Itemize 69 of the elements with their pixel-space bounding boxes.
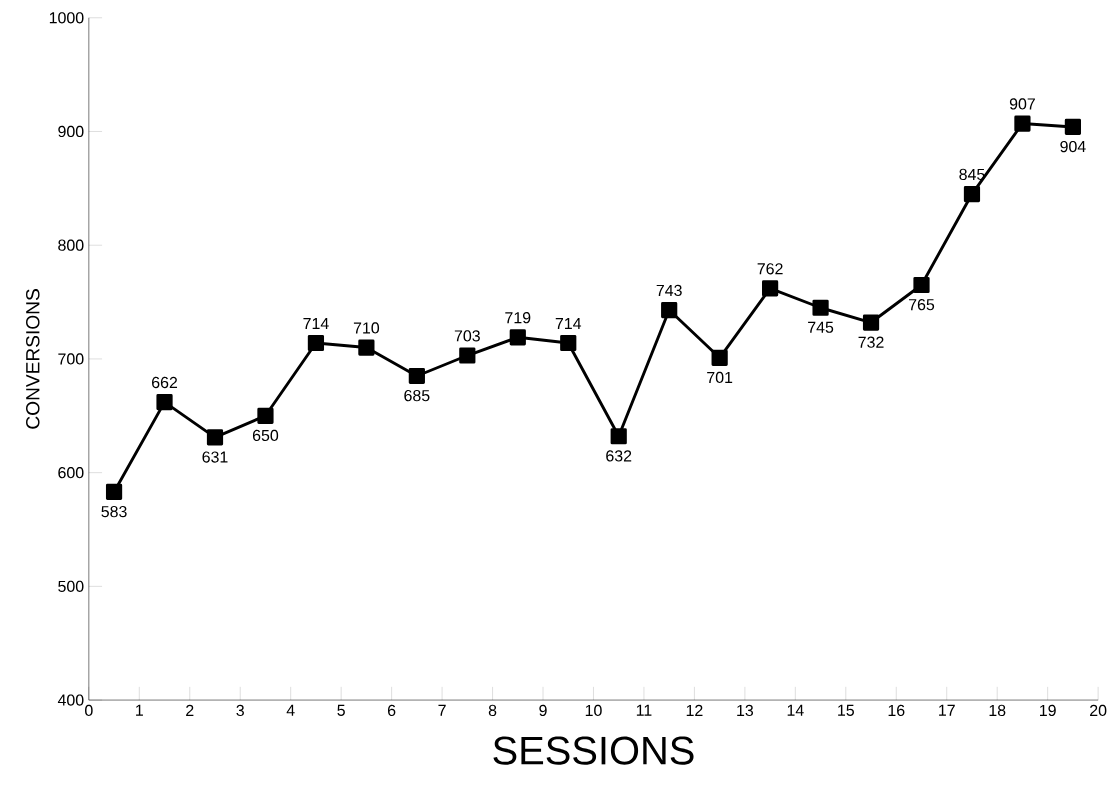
x-axis-title: SESSIONS <box>493 736 694 765</box>
data-label: 662 <box>152 376 178 389</box>
data-label: 762 <box>757 263 783 275</box>
y-tick-label: 700 <box>58 353 84 365</box>
x-tick-label: 1 <box>136 704 143 716</box>
x-tick-label: 8 <box>488 704 497 717</box>
point <box>257 407 274 424</box>
data-label: 631 <box>202 451 228 463</box>
data-label: 714 <box>303 318 329 329</box>
point <box>156 394 173 411</box>
point <box>358 339 375 356</box>
point <box>408 367 425 385</box>
data-label: 904 <box>1060 140 1086 153</box>
x-tick-label: 0 <box>85 704 93 717</box>
data-label: 685 <box>404 389 430 402</box>
data-label: 714 <box>555 318 582 329</box>
y-axis-title: CONVERSIONS <box>26 289 40 429</box>
data-label: 745 <box>808 321 834 333</box>
point <box>661 301 678 319</box>
point <box>307 334 325 352</box>
point <box>963 185 981 203</box>
x-tick-label: 15 <box>838 704 854 716</box>
data-label: 743 <box>656 284 682 297</box>
point <box>862 314 880 331</box>
point <box>560 334 577 352</box>
point <box>812 299 829 316</box>
point <box>1014 115 1031 132</box>
data-label: 632 <box>606 450 632 462</box>
data-label: 710 <box>353 322 380 334</box>
y-tick-label: 400 <box>57 694 84 706</box>
point <box>509 329 526 346</box>
data-label: 907 <box>1009 98 1035 110</box>
point <box>762 280 779 297</box>
x-tick-label: 20 <box>1090 704 1107 717</box>
x-tick-label: 4 <box>286 704 295 716</box>
data-label: 701 <box>707 371 733 384</box>
data-label: 732 <box>858 336 884 348</box>
data-label: 650 <box>252 429 279 442</box>
point <box>711 349 728 366</box>
point <box>1064 118 1081 136</box>
x-tick-label: 10 <box>585 704 602 717</box>
y-tick-label: 800 <box>58 239 84 251</box>
data-label: 703 <box>454 330 480 342</box>
x-tick-label: 19 <box>1040 704 1056 717</box>
y-tick-label: 500 <box>58 580 84 592</box>
data-label: 719 <box>505 312 531 324</box>
data-label: 765 <box>909 298 935 311</box>
x-tick-label: 13 <box>737 704 754 717</box>
y-tick-label: 600 <box>58 466 84 479</box>
x-tick-label: 7 <box>438 704 446 716</box>
x-tick-label: 11 <box>636 704 652 716</box>
x-tick-label: 14 <box>787 704 804 716</box>
x-tick-label: 6 <box>388 704 396 717</box>
x-tick-label: 5 <box>337 704 345 716</box>
y-tick-label: 900 <box>58 125 84 138</box>
point <box>610 428 627 445</box>
x-tick-label: 16 <box>888 704 905 717</box>
x-tick-label: 18 <box>989 704 1006 717</box>
x-tick-label: 9 <box>539 704 547 717</box>
x-tick-label: 2 <box>186 704 194 716</box>
point <box>105 483 123 501</box>
x-tick-label: 12 <box>686 704 703 716</box>
data-label: 583 <box>101 505 127 518</box>
x-tick-label: 3 <box>236 704 244 717</box>
point <box>913 276 930 294</box>
y-tick-label: 1000 <box>49 12 84 24</box>
point <box>206 429 224 446</box>
x-tick-label: 17 <box>939 704 955 716</box>
point <box>459 347 476 364</box>
